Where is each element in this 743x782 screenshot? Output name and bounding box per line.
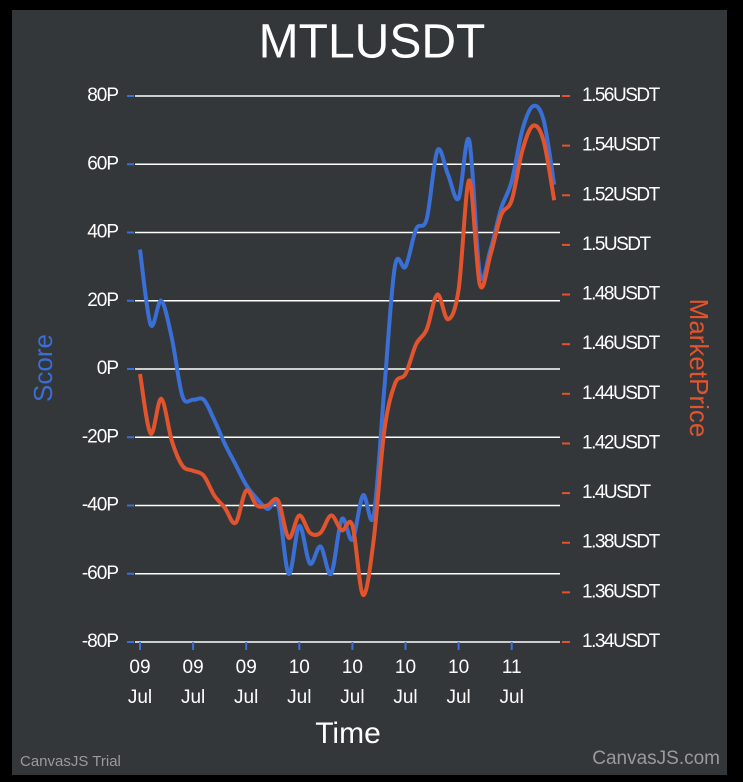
y2-tick-label: 1.54USDT (582, 135, 661, 156)
y-tick-label: 20P (87, 290, 118, 311)
y2-axis-title: MarketPrice (684, 299, 714, 438)
y-tick-label: -60P (82, 563, 118, 584)
watermark: CanvasJS Trial (20, 753, 121, 770)
y2-tick-label: 1.38USDT (582, 532, 661, 553)
y-tick-label: 0P (97, 358, 119, 379)
x-tick-label: 11 Jul (500, 657, 524, 708)
x-tick-label: 10 Jul (446, 657, 470, 708)
chart-title: MTLUSDT (259, 16, 486, 69)
y-axis-title: Score (28, 334, 58, 402)
y2-tick-label: 1.5USDT (582, 234, 652, 255)
x-tick-label: 09 Jul (181, 657, 205, 708)
chart-panel (12, 10, 727, 775)
y-tick-label: 40P (87, 222, 118, 243)
x-tick-label: 10 Jul (287, 657, 311, 708)
y2-tick-label: 1.44USDT (582, 383, 661, 404)
y2-tick-label: 1.52USDT (582, 184, 661, 205)
y-tick-label: -40P (82, 495, 118, 516)
x-tick-label: 09 Jul (128, 657, 152, 708)
y2-tick-label: 1.36USDT (582, 581, 661, 602)
y2-tick-label: 1.56USDT (582, 85, 661, 106)
y2-tick-label: 1.48USDT (582, 284, 661, 305)
y2-tick-label: 1.42USDT (582, 432, 661, 453)
series-line (138, 123, 557, 597)
y-tick-label: -80P (82, 631, 118, 652)
y2-tick-label: 1.46USDT (582, 333, 661, 354)
y-tick-label: 80P (87, 85, 118, 106)
x-axis-title: Time (315, 717, 381, 750)
y-tick-label: 60P (87, 153, 118, 174)
x-tick-label: 10 Jul (393, 657, 417, 708)
watermark: CanvasJS.com (592, 748, 720, 769)
x-tick-label: 10 Jul (340, 657, 364, 708)
y2-tick-label: 1.34USDT (582, 631, 661, 652)
y2-tick-label: 1.4USDT (582, 482, 652, 503)
y-tick-label: -20P (82, 426, 118, 447)
x-tick-label: 09 Jul (234, 657, 258, 708)
